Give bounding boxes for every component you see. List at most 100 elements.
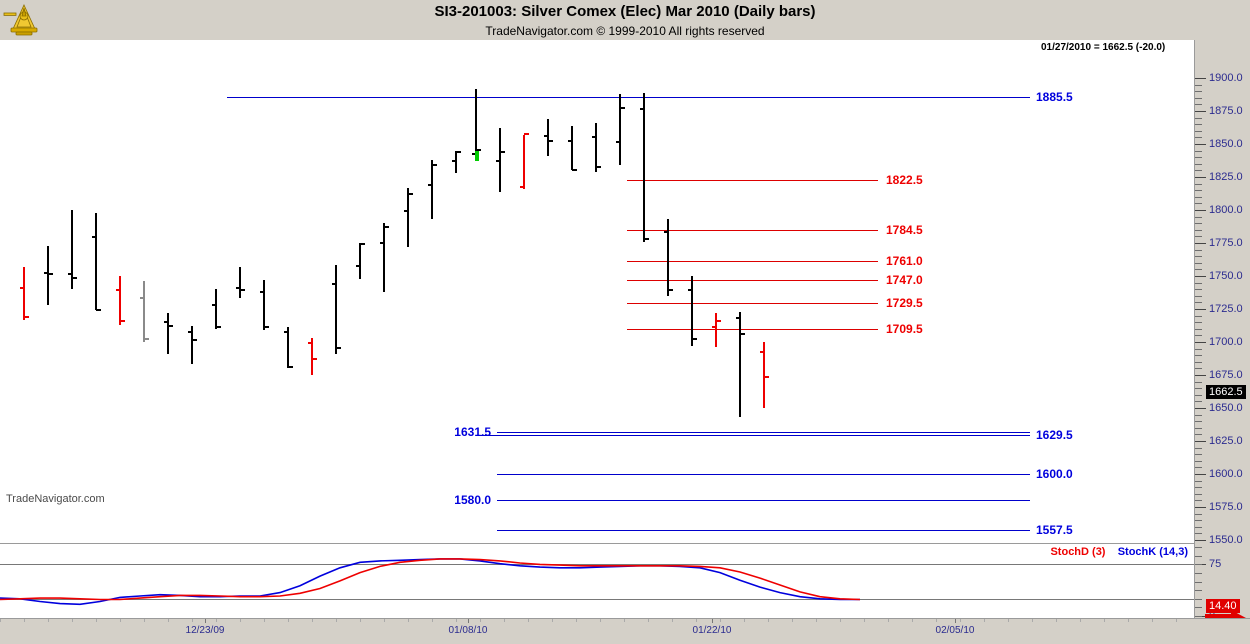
ohlc-close-tick (476, 149, 481, 152)
price-axis-label: 1875.0 (1209, 105, 1243, 117)
price-axis-minor-tick (1195, 269, 1202, 271)
ohlc-close-tick (408, 192, 413, 195)
ohlc-close-tick (24, 315, 29, 318)
stochastic-panel[interactable]: StochD (3) StochK (14,3) (0, 543, 1195, 619)
date-axis-minor-tick (1032, 619, 1033, 622)
ohlc-close-tick (384, 225, 389, 228)
stoch-axis-minor-tick (1195, 581, 1202, 583)
date-axis-minor-tick (48, 619, 49, 622)
price-axis-minor-tick (1195, 348, 1202, 350)
ohlc-close-tick (432, 163, 437, 166)
ohlc-open-tick (520, 186, 524, 189)
support-line[interactable] (497, 500, 1030, 502)
date-axis-minor-tick (216, 619, 217, 622)
support-line-label: 1629.5 (1036, 428, 1073, 443)
ohlc-close-tick (72, 277, 77, 280)
date-axis-minor-tick (552, 619, 553, 622)
price-chart-plot[interactable]: 01/27/2010 = 1662.5 (-20.0) TradeNavigat… (0, 40, 1195, 543)
ohlc-open-tick (260, 290, 264, 293)
price-axis-tick (1195, 309, 1206, 310)
ohlc-close-tick (716, 319, 721, 322)
stoch-axis-minor-tick (1195, 607, 1202, 609)
stoch-axis-minor-tick (1195, 598, 1202, 600)
ohlc-close-tick (168, 324, 173, 327)
date-axis-minor-tick (288, 619, 289, 622)
price-axis-label: 1700.0 (1209, 336, 1243, 348)
price-axis-minor-tick (1195, 322, 1202, 324)
resistance-line-label: 1822.5 (886, 173, 923, 188)
date-axis-minor-tick (888, 619, 889, 622)
support-line[interactable] (227, 97, 1030, 99)
ohlc-high-low (335, 265, 337, 354)
date-axis-minor-tick (864, 619, 865, 622)
ohlc-open-tick (92, 236, 96, 239)
date-axis-minor-tick (768, 619, 769, 622)
price-axis-minor-tick (1195, 262, 1202, 264)
ohlc-open-tick (688, 289, 692, 292)
date-axis-minor-tick (504, 619, 505, 622)
ohlc-open-tick (736, 316, 740, 319)
price-axis-minor-tick (1195, 434, 1202, 436)
ohlc-close-tick (500, 150, 505, 153)
price-axis-tick (1195, 243, 1206, 244)
ohlc-high-low (263, 279, 265, 331)
date-axis-tick (205, 619, 206, 623)
stoch-d-line (0, 558, 861, 601)
date-axis-label: 01/08/10 (448, 625, 488, 636)
price-axis[interactable]: 1900.0 1875.0 1850.0 1825.0 1800.0 1775.0 1750… (1194, 40, 1250, 626)
stoch-gridline (0, 598, 1194, 600)
ohlc-high-low (643, 92, 645, 242)
date-axis-minor-tick (960, 619, 961, 622)
price-axis-minor-tick (1195, 223, 1202, 225)
ohlc-high-low (619, 93, 621, 166)
ohlc-open-tick (116, 289, 120, 292)
ohlc-open-tick (640, 108, 644, 111)
resistance-line[interactable] (627, 329, 878, 331)
price-axis-minor-tick (1195, 421, 1202, 423)
resistance-line[interactable] (627, 303, 878, 305)
price-axis-minor-tick (1195, 467, 1202, 469)
support-line[interactable] (497, 530, 1030, 532)
date-axis-minor-tick (336, 619, 337, 622)
date-axis-minor-tick (1008, 619, 1009, 622)
ohlc-high-low (431, 159, 433, 220)
date-axis-minor-tick (528, 619, 529, 622)
chart-header: SI3-201003: Silver Comex (Elec) Mar 2010… (0, 0, 1250, 40)
resistance-line[interactable] (627, 180, 878, 182)
date-axis-minor-tick (96, 619, 97, 622)
ohlc-close-tick (288, 365, 293, 368)
ohlc-close-tick (264, 326, 269, 329)
price-axis-label: 1575.0 (1209, 501, 1243, 513)
resistance-line[interactable] (627, 279, 878, 281)
ohlc-close-tick (336, 347, 341, 350)
price-axis-minor-tick (1195, 130, 1202, 132)
watermark: TradeNavigator.com (6, 493, 105, 505)
support-line[interactable] (477, 435, 1030, 437)
price-axis-minor-tick (1195, 196, 1202, 198)
page-title: SI3-201003: Silver Comex (Elec) Mar 2010… (434, 3, 816, 20)
price-axis-label: 1800.0 (1209, 204, 1243, 216)
price-axis-minor-tick (1195, 150, 1202, 152)
ohlc-close-tick (216, 326, 221, 329)
resistance-line[interactable] (627, 230, 878, 232)
price-axis-minor-tick (1195, 157, 1202, 159)
ohlc-open-tick (284, 331, 288, 334)
price-axis-label: 1850.0 (1209, 138, 1243, 150)
price-axis-label: 1600.0 (1209, 468, 1243, 480)
date-axis-minor-tick (672, 619, 673, 622)
resistance-line[interactable] (627, 261, 878, 263)
stoch-d-legend-label: StochD (3) (1050, 546, 1106, 558)
price-axis-minor-tick (1195, 335, 1202, 337)
price-axis-tick (1195, 540, 1206, 541)
support-line[interactable] (497, 432, 1030, 434)
date-axis-minor-tick (168, 619, 169, 622)
price-axis-minor-tick (1195, 302, 1202, 304)
support-line[interactable] (497, 474, 1030, 475)
ohlc-open-tick (568, 140, 572, 143)
date-axis[interactable]: 12/23/09 01/08/10 01/22/10 02/05/10 (0, 618, 1250, 644)
price-axis-label: 1900.0 (1209, 72, 1243, 84)
ohlc-high-low (191, 326, 193, 365)
date-axis-minor-tick (792, 619, 793, 622)
price-axis-tick (1195, 144, 1206, 145)
ohlc-high-low (455, 150, 457, 174)
